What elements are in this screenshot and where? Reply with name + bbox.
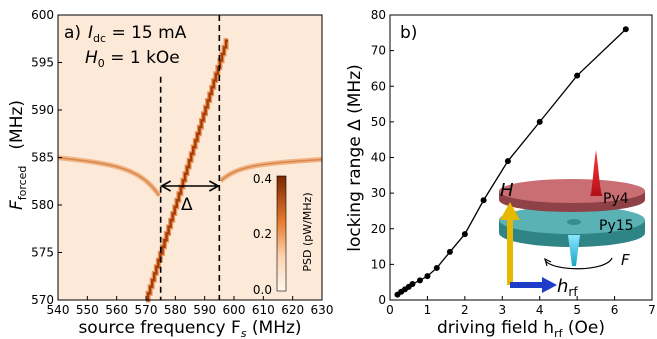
data-point	[446, 248, 453, 255]
y-tick-label: 10	[371, 257, 386, 271]
y-tick-label: 575	[31, 246, 54, 260]
force-label: F	[621, 251, 630, 269]
y-axis-label-b: locking range Δ (MHz)	[345, 64, 365, 252]
rotation-arrow	[544, 257, 613, 270]
data-point	[416, 277, 423, 284]
y-ticks-b: 0 10 20 30 40 50 60 70 80	[371, 8, 394, 307]
y-tick-label: 30	[371, 186, 386, 200]
py4-vortex-peak	[590, 150, 603, 196]
x-tick-label: 600	[223, 303, 246, 317]
y-tick-label: 0	[378, 293, 386, 307]
colorbar-tick-low: 0.0	[253, 283, 272, 297]
x-tick-label: 550	[76, 303, 99, 317]
x-tick-label: 620	[281, 303, 304, 317]
delta-label: Δ	[181, 195, 193, 215]
y-tick-label: 590	[31, 103, 54, 117]
data-point	[622, 26, 629, 33]
data-point	[504, 158, 511, 165]
inset-illustration: Py4 Py15 F H hrf	[499, 150, 645, 299]
rotor-core	[568, 235, 580, 266]
y-tick-label: 70	[371, 44, 386, 58]
data-point	[536, 118, 543, 125]
colorbar: 0.4 0.2 0.0 PSD (pW/MHz)	[253, 172, 314, 297]
colorbar-label: PSD (pW/MHz)	[301, 192, 314, 271]
y-axis-label-a: Fforced(MHz)	[7, 100, 29, 210]
x-tick-label: 5	[573, 303, 581, 317]
data-point	[433, 264, 440, 271]
y-tick-label: 595	[31, 56, 54, 70]
y-tick-label: 20	[371, 222, 386, 236]
annotation-idc: Idc = 15 mA	[88, 23, 187, 45]
hrf-label: hrf	[557, 276, 578, 299]
x-tick-label: 630	[311, 303, 334, 317]
x-ticks-b: 0 1 2 3 4 5 6 7	[386, 296, 656, 317]
x-tick-label: 540	[47, 303, 70, 317]
y-tick-label: 600	[31, 8, 54, 22]
y-tick-label: 585	[31, 151, 54, 165]
x-axis-label-b: driving field hrf (Oe)	[437, 318, 605, 339]
off-lock-trace-right	[220, 158, 323, 182]
x-tick-label: 4	[536, 303, 544, 317]
py4-disk-top	[499, 179, 645, 203]
x-axis-label-a: source frequency Fs (MHz)	[78, 318, 301, 339]
x-tick-label: 0	[386, 303, 394, 317]
off-lock-trace-left	[57, 156, 160, 197]
py15-label: Py15	[599, 218, 634, 234]
x-tick-label: 2	[461, 303, 469, 317]
x-tick-label: 590	[193, 303, 216, 317]
data-point	[424, 273, 431, 280]
y-tick-label: 50	[371, 115, 386, 129]
y-tick-label: 60	[371, 79, 386, 93]
data-point	[480, 197, 487, 204]
y-ticks-a: 570 575 580 585 590 595 600	[31, 8, 62, 307]
h-field-label: H	[500, 180, 514, 201]
py4-label: Py4	[603, 191, 629, 207]
y-tick-label: 570	[31, 293, 54, 307]
panel-a: 540 550 560 570 580 590 600 610 620 630 570 575 580…	[7, 8, 333, 339]
x-tick-label: 580	[164, 303, 187, 317]
x-tick-label: 610	[252, 303, 275, 317]
h-field-arrow-head	[500, 202, 520, 220]
delta-arrow-head-right	[208, 180, 220, 192]
y-tick-label: 580	[31, 198, 54, 212]
colorbar-gradient	[276, 175, 287, 292]
locking-range-markers	[159, 15, 221, 300]
x-tick-label: 570	[135, 303, 158, 317]
delta-arrow-head-left	[160, 180, 172, 192]
annotation-h0: H0 = 1 kOe	[85, 48, 180, 70]
panel-letter-b: b)	[400, 23, 417, 43]
hrf-arrow-head	[542, 277, 557, 293]
y-tick-label: 80	[371, 8, 386, 22]
x-tick-label: 1	[424, 303, 432, 317]
x-ticks-a: 540 550 560 570 580 590 600 610 620 630	[47, 296, 334, 317]
py15-vortex-core	[567, 219, 581, 225]
colorbar-tick-mid: 0.2	[253, 227, 272, 241]
series-points	[394, 26, 629, 298]
y-tick-label: 40	[371, 151, 386, 165]
x-tick-label: 7	[648, 303, 656, 317]
data-point	[461, 231, 468, 238]
panel-b: 0 1 2 3 4 5 6 7 0 10 20 30 40 50 60 70 80 b) driving fi…	[345, 8, 656, 339]
x-tick-label: 3	[498, 303, 506, 317]
plot-frame-b	[389, 14, 653, 301]
rotation-arrow-head	[544, 257, 552, 267]
data-point	[409, 280, 416, 287]
x-tick-label: 560	[105, 303, 128, 317]
x-tick-label: 6	[611, 303, 619, 317]
colorbar-tick-high: 0.4	[253, 172, 272, 186]
data-point	[574, 72, 581, 79]
panel-letter-a: a)	[64, 23, 81, 43]
